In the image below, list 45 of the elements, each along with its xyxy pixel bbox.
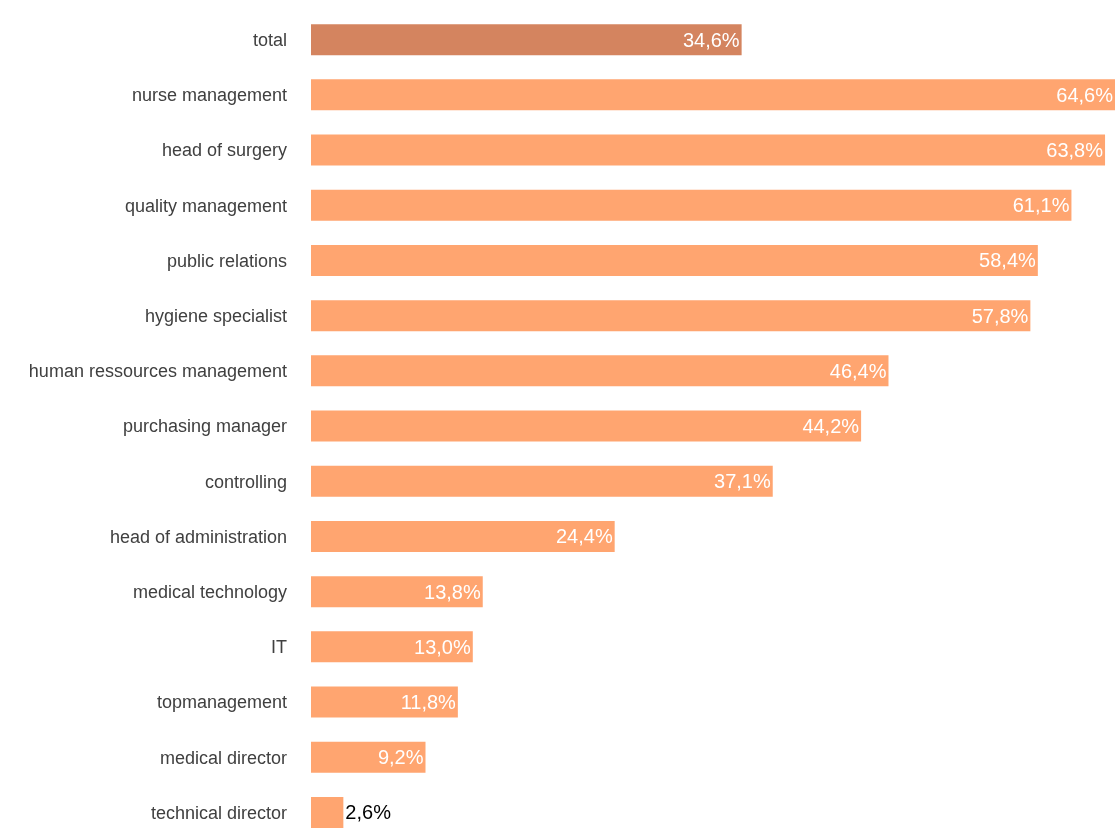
data-label: 63,8% <box>1046 139 1104 162</box>
y-tick-label: head of administration <box>109 526 287 547</box>
data-label: 9,2% <box>377 746 424 769</box>
bar <box>311 631 473 663</box>
bar <box>311 796 344 828</box>
data-label: 46,4% <box>829 359 887 382</box>
y-tick-label: public relations <box>166 250 287 271</box>
data-label: 61,1% <box>1012 194 1070 217</box>
bar <box>311 189 1072 221</box>
y-tick-label: total <box>252 29 287 50</box>
bar <box>311 24 742 56</box>
y-tick-label: hygiene specialist <box>144 305 287 326</box>
y-tick-label: medical technology <box>132 581 287 602</box>
data-label: 13,0% <box>414 635 471 658</box>
data-label: 64,6% <box>1056 83 1114 106</box>
y-tick-label: nurse management <box>131 85 287 106</box>
y-tick-label: head of surgery <box>161 140 287 161</box>
data-label: 24,4% <box>555 525 613 548</box>
bar <box>311 355 889 387</box>
data-label: 57,8% <box>971 304 1029 327</box>
bar <box>311 134 1106 166</box>
bar <box>311 576 483 608</box>
bar <box>311 520 615 552</box>
data-label: 11,8% <box>400 691 457 714</box>
data-label: 58,4% <box>979 249 1037 272</box>
y-tick-label: topmanagement <box>156 692 287 713</box>
bar <box>311 79 1115 111</box>
bar <box>311 465 773 497</box>
y-tick-label: medical director <box>159 747 287 768</box>
bar <box>311 686 458 718</box>
bar <box>311 244 1038 276</box>
data-label: 2,6% <box>345 801 392 824</box>
data-label: 34,6% <box>682 28 740 51</box>
y-tick-label: controlling <box>204 471 287 492</box>
y-tick-label: human ressources management <box>28 361 287 382</box>
y-tick-label: IT <box>271 637 287 658</box>
bar <box>311 410 862 442</box>
y-tick-label: quality management <box>124 195 287 216</box>
data-label: 13,8% <box>424 580 481 603</box>
y-tick-label: technical director <box>150 802 287 823</box>
bar <box>311 300 1031 332</box>
data-label: 44,2% <box>802 415 860 438</box>
data-label: 37,1% <box>714 470 771 493</box>
bar <box>311 741 426 773</box>
y-tick-label: purchasing manager <box>122 416 287 437</box>
